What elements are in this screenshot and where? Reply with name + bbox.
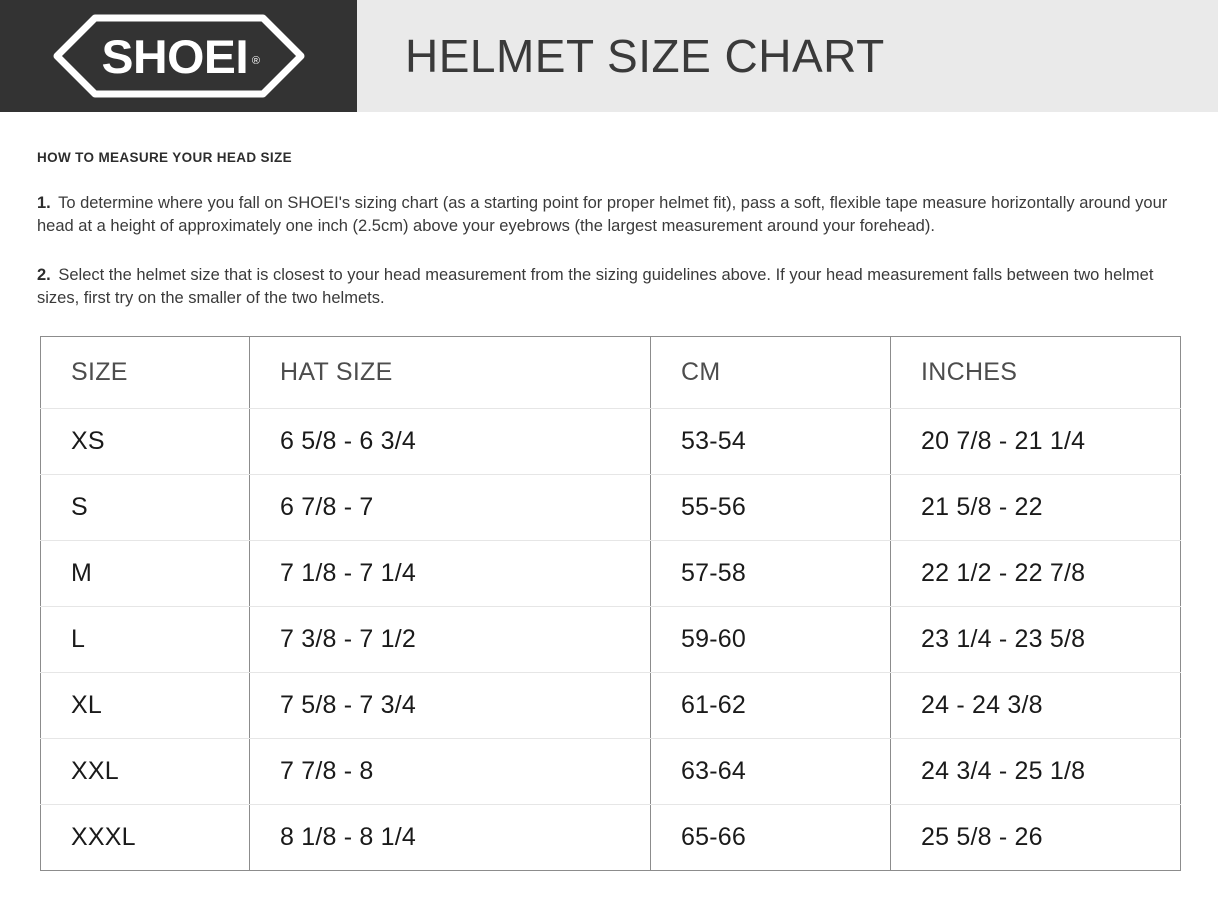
cell-inches: 22 1/2 - 22 7/8 xyxy=(890,540,1181,607)
column-header-hat-size: HAT SIZE xyxy=(249,336,651,409)
cell-hat: 7 1/8 - 7 1/4 xyxy=(249,540,651,607)
cell-size: M xyxy=(40,540,250,607)
cell-inches: 25 5/8 - 26 xyxy=(921,822,1043,851)
instruction-step-1: 1. To determine where you fall on SHOEI'… xyxy=(37,192,1178,239)
cell-cm: 59-60 xyxy=(650,606,891,673)
cell-size: XXXL xyxy=(40,804,250,871)
brand-name: SHOEI xyxy=(101,29,249,83)
instruction-step-2: 2. Select the helmet size that is closes… xyxy=(37,264,1178,311)
size-chart-table: SIZE HAT SIZE CM INCHES XS 6 5/8 - 6 3/4… xyxy=(40,335,1181,871)
cell-hat: 7 5/8 - 7 3/4 xyxy=(249,672,651,739)
step-1-text: To determine where you fall on SHOEI's s… xyxy=(37,194,1168,236)
table-row: XXXL 8 1/8 - 8 1/4 65-66 25 5/8 - 26 xyxy=(40,804,1181,871)
table-header: SIZE HAT SIZE CM INCHES xyxy=(40,336,1181,409)
table-header-row: SIZE HAT SIZE CM INCHES xyxy=(40,336,1181,409)
column-header-inches: INCHES xyxy=(890,336,1181,409)
registered-trademark-icon: ® xyxy=(251,55,260,67)
cell-size: XS xyxy=(40,408,250,475)
cell-inches: 23 1/4 - 23 5/8 xyxy=(890,606,1181,673)
cell-hat: 7 7/8 - 8 xyxy=(249,738,651,805)
cell-inches: 24 3/4 - 25 1/8 xyxy=(890,738,1181,805)
cell-size: L xyxy=(40,606,250,673)
brand-logo-block: SHOEI ® xyxy=(0,0,357,112)
table-row: XXL 7 7/8 - 8 63-64 24 3/4 - 25 1/8 xyxy=(40,738,1181,805)
logo-wordmark: SHOEI ® xyxy=(53,14,305,98)
table-body: XS 6 5/8 - 6 3/4 53-54 20 7/8 - 21 1/4 S… xyxy=(40,408,1181,871)
step-2-number: 2. xyxy=(37,265,51,284)
column-header-cm: CM xyxy=(650,336,891,409)
cell-inches: 21 5/8 - 22 xyxy=(890,474,1181,541)
cell-inches: 24 - 24 3/8 xyxy=(890,672,1181,739)
logo-hexagon-outline-icon xyxy=(53,14,304,98)
table-row: XS 6 5/8 - 6 3/4 53-54 20 7/8 - 21 1/4 xyxy=(40,408,1181,475)
page-header: SHOEI ® HELMET SIZE CHART xyxy=(0,0,1218,112)
cell-hat: 6 7/8 - 7 xyxy=(249,474,651,541)
cell-inches: 20 7/8 - 21 1/4 xyxy=(890,408,1181,475)
cell-cm: 53-54 xyxy=(650,408,891,475)
column-header-size: SIZE xyxy=(40,336,250,409)
step-1-number: 1. xyxy=(37,194,51,212)
cell-cm: 63-64 xyxy=(650,738,891,805)
page-title: HELMET SIZE CHART xyxy=(405,30,885,82)
table-row: XL 7 5/8 - 7 3/4 61-62 24 - 24 3/8 xyxy=(40,672,1181,739)
header-title-area: HELMET SIZE CHART xyxy=(357,0,1218,112)
table-row: L 7 3/8 - 7 1/2 59-60 23 1/4 - 23 5/8 xyxy=(40,606,1181,673)
cell-cm: 65-66 xyxy=(650,804,891,871)
cell-size: XXL xyxy=(40,738,250,805)
cell-size: XL xyxy=(40,672,250,739)
instructions-section: HOW TO MEASURE YOUR HEAD SIZE 1. To dete… xyxy=(0,112,1218,311)
cell-hat: 6 5/8 - 6 3/4 xyxy=(249,408,651,475)
table-row: M 7 1/8 - 7 1/4 57-58 22 1/2 - 22 7/8 xyxy=(40,540,1181,607)
instructions-heading: HOW TO MEASURE YOUR HEAD SIZE xyxy=(37,150,292,165)
cell-cm: 57-58 xyxy=(650,540,891,607)
step-2-text: Select the helmet size that is closest t… xyxy=(37,265,1154,308)
cell-size: S xyxy=(40,474,250,541)
cell-cm: 61-62 xyxy=(650,672,891,739)
cell-hat: 8 1/8 - 8 1/4 xyxy=(249,804,651,871)
shoei-logo: SHOEI ® xyxy=(53,14,305,98)
table-row: S 6 7/8 - 7 55-56 21 5/8 - 22 xyxy=(40,474,1181,541)
cell-hat: 7 3/8 - 7 1/2 xyxy=(249,606,651,673)
cell-cm: 55-56 xyxy=(650,474,891,541)
size-chart-table-wrapper: SIZE HAT SIZE CM INCHES XS 6 5/8 - 6 3/4… xyxy=(0,335,1218,871)
